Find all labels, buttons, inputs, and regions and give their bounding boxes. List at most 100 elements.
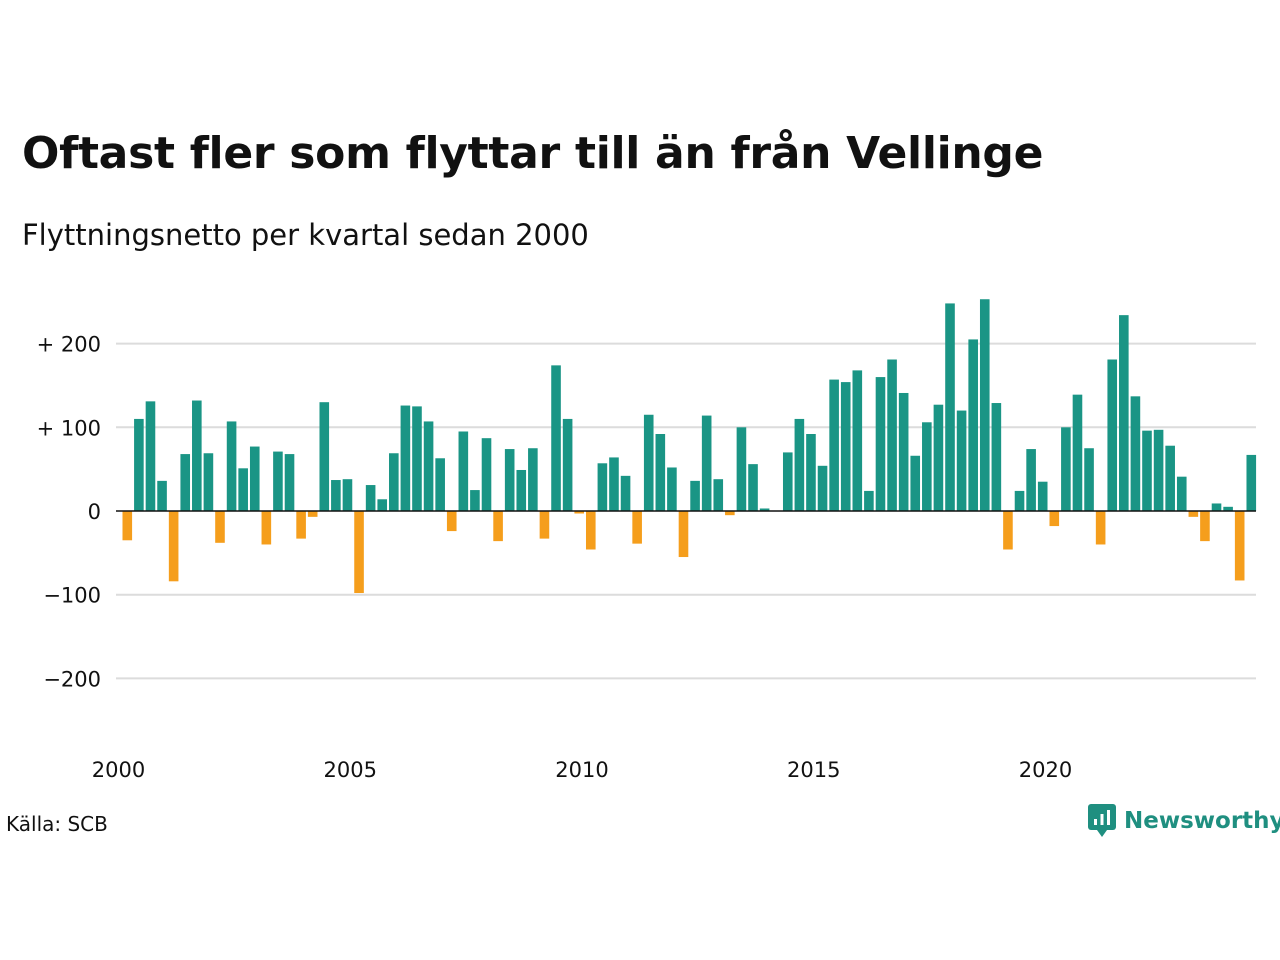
bar (122, 511, 133, 541)
bar (956, 410, 967, 511)
bar (539, 511, 550, 539)
bar (1084, 448, 1094, 511)
newsworthy-chart-bubble-icon (1088, 804, 1116, 837)
bar (632, 511, 642, 544)
bar (331, 480, 341, 511)
bar (435, 458, 445, 511)
bar (1072, 394, 1083, 511)
bar (701, 415, 712, 511)
bar (1061, 427, 1071, 511)
x-axis-ticks: 2000 2005 2010 2015 2020 (92, 758, 1072, 782)
bar (134, 418, 144, 511)
brand-logo[interactable]: Newsworthy (1088, 804, 1280, 838)
bar (412, 406, 422, 512)
bar (1153, 429, 1164, 511)
bar (1142, 430, 1152, 511)
bar (528, 448, 538, 511)
bar (840, 382, 851, 511)
bar (481, 438, 492, 511)
bar (1049, 511, 1060, 527)
x-tick-label: 2010 (555, 758, 608, 782)
source-note: Källa: SCB (6, 812, 108, 836)
bar (713, 479, 724, 511)
bar (238, 468, 248, 511)
bar (1107, 359, 1118, 511)
bar (1246, 454, 1257, 511)
bar (829, 379, 839, 511)
bar (933, 404, 944, 511)
y-tick-label: + 200 (37, 333, 101, 357)
bar (1176, 476, 1187, 511)
bar (389, 453, 399, 511)
x-tick-label: 2020 (1019, 758, 1072, 782)
bar (215, 511, 225, 543)
bar (1223, 506, 1233, 511)
bar (493, 511, 503, 542)
bar (1130, 396, 1141, 511)
bar (782, 452, 793, 511)
chart-title: Oftast fler som flyttar till än från Vel… (22, 128, 1044, 179)
bar (504, 449, 515, 511)
bar (1188, 511, 1199, 517)
bar (968, 339, 978, 511)
y-tick-label: −200 (43, 667, 101, 691)
bar (609, 457, 619, 511)
bar (319, 402, 330, 511)
bar (597, 463, 608, 511)
x-tick-label: 2015 (787, 758, 840, 782)
bar (736, 427, 747, 511)
bar (458, 431, 469, 512)
bar (748, 464, 758, 511)
bar (284, 454, 295, 511)
bar (620, 475, 631, 511)
bar (910, 455, 921, 511)
bar (887, 359, 897, 511)
bar (725, 511, 735, 516)
bar (1095, 511, 1106, 545)
bar (794, 418, 805, 511)
bar (1211, 503, 1222, 511)
bar (852, 370, 863, 511)
bar (806, 434, 816, 511)
bar (655, 434, 666, 511)
bar (180, 454, 191, 511)
bar (574, 511, 585, 514)
bar (400, 405, 411, 511)
bar (192, 400, 202, 511)
bar (273, 451, 283, 511)
bar (945, 303, 955, 511)
bar (562, 418, 573, 511)
y-tick-label: + 100 (37, 416, 101, 440)
bar (157, 480, 167, 511)
x-tick-label: 2005 (324, 758, 377, 782)
bar (1026, 449, 1036, 511)
chart-subtitle: Flyttningsnetto per kvartal sedan 2000 (22, 218, 589, 252)
bar (864, 490, 874, 511)
bar (249, 446, 260, 511)
bar (991, 403, 1002, 511)
bar (667, 467, 677, 511)
bar (342, 479, 353, 511)
bar (1037, 481, 1048, 511)
bar (365, 485, 376, 511)
bar (354, 511, 364, 594)
bar (922, 422, 932, 511)
bar (1014, 490, 1025, 511)
bar (585, 511, 596, 550)
bar (678, 511, 689, 558)
bar (1165, 445, 1175, 511)
bar (875, 377, 886, 511)
bar (423, 421, 434, 511)
bar (145, 401, 156, 511)
bar (898, 392, 909, 511)
bar (296, 511, 306, 539)
bar (690, 480, 700, 511)
bar (377, 499, 388, 511)
brand-name: Newsworthy (1124, 808, 1280, 834)
y-tick-label: 0 (88, 500, 101, 524)
bar (551, 365, 561, 511)
bar (261, 511, 272, 545)
bar (168, 511, 179, 582)
bar (307, 511, 318, 517)
